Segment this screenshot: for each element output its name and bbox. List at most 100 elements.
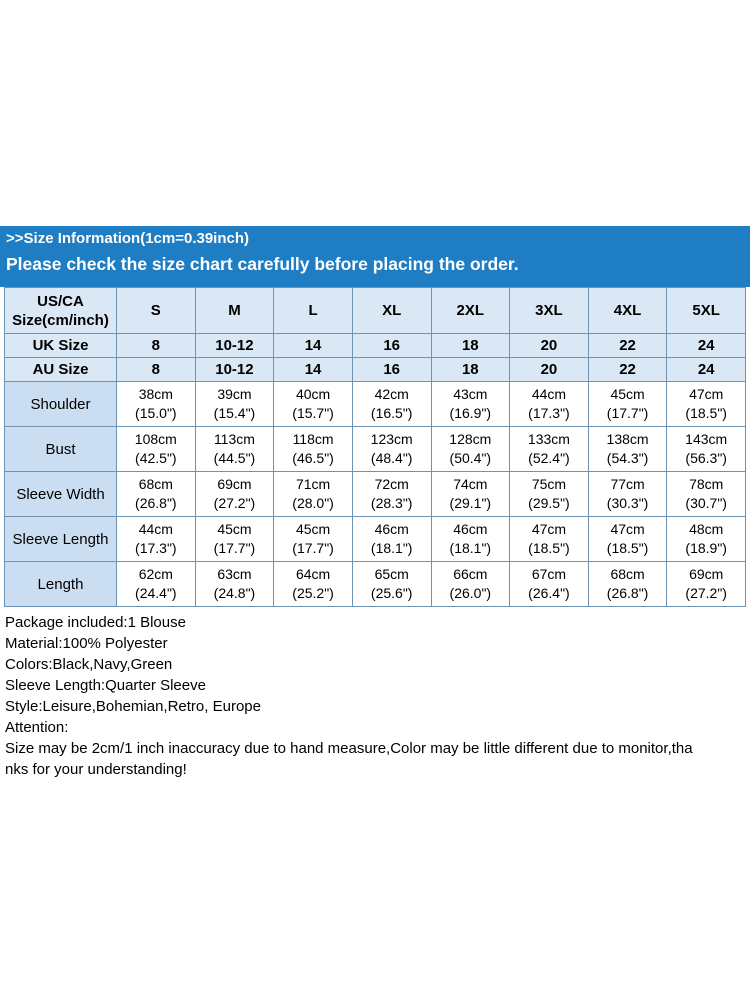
measurement-value: 40cm (15.7") (273, 381, 353, 427)
measurement-value: 46cm (18.1") (351, 516, 432, 562)
measurement-value: 42cm (16.5") (351, 381, 432, 427)
measurement-cm: 108cm (134, 431, 177, 447)
region-size-value: 24 (666, 333, 746, 358)
detail-line: Package included:1 Blouse (5, 614, 186, 631)
measurement-value: 69cm (27.2") (194, 471, 275, 517)
measurement-inch: (15.7") (292, 405, 334, 421)
measurement-inch: (18.1") (449, 540, 492, 556)
region-size-row: AU Size 8 10-12 14 16 18 20 22 24 (4, 357, 746, 382)
region-size-value: 14 (273, 333, 353, 358)
size-chart-warning-banner: Please check the size chart carefully be… (0, 250, 750, 287)
measurement-inch: (27.2") (213, 495, 256, 511)
measurement-inch: (18.9") (685, 540, 727, 556)
measurement-cm: 69cm (689, 566, 724, 582)
measurement-inch: (48.4") (370, 450, 413, 466)
region-size-value: 8 (116, 357, 196, 382)
measurement-value: 45cm (17.7") (194, 516, 275, 562)
measurement-value: 128cm (50.4") (430, 426, 511, 472)
measurement-value: 65cm (25.6") (351, 561, 432, 607)
size-column-header: M (194, 287, 275, 334)
measurement-cm: 45cm (217, 521, 252, 537)
measurement-cm: 63cm (217, 566, 252, 582)
measurement-row: Sleeve Length 44cm (17.3") 45cm (17.7") 45cm (… (4, 516, 746, 562)
measurement-inch: (25.6") (370, 585, 413, 601)
detail-line: Colors:Black,Navy,Green (5, 656, 173, 673)
measurement-inch: (29.1") (449, 495, 492, 511)
measurement-inch: (54.3") (606, 450, 649, 466)
measurement-inch: (28.0") (292, 495, 334, 511)
measurement-value: 138cm (54.3") (587, 426, 668, 472)
measurement-row: Bust 108cm (42.5") 113cm (44.5") 118cm (46.5")… (4, 426, 746, 472)
top-whitespace (0, 0, 750, 226)
size-column-header: XL (351, 287, 432, 334)
measurement-inch: (28.3") (370, 495, 413, 511)
measurement-inch: (15.0") (135, 405, 177, 421)
measurement-label: Shoulder (4, 381, 117, 427)
measurement-inch: (50.4") (449, 450, 492, 466)
measurement-value: 63cm (24.8") (194, 561, 275, 607)
measurement-inch: (52.4") (528, 450, 570, 466)
measurement-value: 67cm (26.4") (509, 561, 589, 607)
measurement-inch: (44.5") (213, 450, 256, 466)
size-column-header: S (116, 287, 196, 334)
measurement-inch: (18.5") (528, 540, 570, 556)
measurement-value: 62cm (24.4") (116, 561, 196, 607)
measurement-value: 47cm (18.5") (666, 381, 746, 427)
measurement-cm: 68cm (138, 476, 173, 492)
measurement-cm: 72cm (374, 476, 409, 492)
size-information-banner: >>Size Information(1cm=0.39inch) (0, 226, 750, 250)
measurement-cm: 118cm (292, 431, 334, 447)
measurement-label: Length (4, 561, 117, 607)
measurement-cm: 75cm (531, 476, 567, 492)
region-size-value: 18 (430, 333, 511, 358)
region-size-value: 14 (273, 357, 353, 382)
measurement-cm: 138cm (606, 431, 649, 447)
region-size-value: 24 (666, 357, 746, 382)
measurement-inch: (30.7") (685, 495, 727, 511)
measurement-value: 47cm (18.5") (509, 516, 589, 562)
measurement-value: 46cm (18.1") (430, 516, 511, 562)
measurement-inch: (15.4") (213, 405, 256, 421)
measurement-cm: 43cm (453, 386, 488, 402)
measurement-inch: (42.5") (135, 450, 177, 466)
measurement-value: 39cm (15.4") (194, 381, 275, 427)
measurement-inch: (26.8") (135, 495, 177, 511)
region-size-value: 20 (509, 357, 589, 382)
measurement-inch: (17.7") (606, 405, 649, 421)
measurement-value: 72cm (28.3") (351, 471, 432, 517)
measurement-cm: 69cm (217, 476, 252, 492)
measurement-value: 64cm (25.2") (273, 561, 353, 607)
detail-line: Style:Leisure,Bohemian,Retro, Europe (5, 698, 261, 715)
measurement-cm: 78cm (689, 476, 724, 492)
measurement-cm: 143cm (685, 431, 728, 447)
measurement-cm: 64cm (295, 566, 331, 582)
detail-line: nks for your understanding! (5, 761, 187, 778)
measurement-value: 75cm (29.5") (509, 471, 589, 517)
measurement-value: 45cm (17.7") (587, 381, 668, 427)
measurement-value: 78cm (30.7") (666, 471, 746, 517)
measurement-inch: (30.3") (606, 495, 649, 511)
size-column-header: 5XL (666, 287, 746, 334)
measurement-value: 71cm (28.0") (273, 471, 353, 517)
measurement-cm: 65cm (374, 566, 409, 582)
measurement-inch: (17.7") (213, 540, 256, 556)
measurement-cm: 38cm (138, 386, 173, 402)
measurement-inch: (18.5") (685, 405, 727, 421)
measurement-inch: (17.3") (528, 405, 570, 421)
measurement-value: 44cm (17.3") (509, 381, 589, 427)
measurement-cm: 133cm (527, 431, 570, 447)
measurement-cm: 67cm (531, 566, 567, 582)
measurement-cm: 66cm (453, 566, 488, 582)
measurement-inch: (24.4") (135, 585, 177, 601)
region-size-value: 22 (587, 357, 668, 382)
measurement-inch: (29.5") (528, 495, 570, 511)
region-size-value: 20 (509, 333, 589, 358)
size-column-header: 2XL (430, 287, 511, 334)
measurement-cm: 42cm (374, 386, 409, 402)
measurement-value: 45cm (17.7") (273, 516, 353, 562)
measurement-value: 38cm (15.0") (116, 381, 196, 427)
measurement-value: 48cm (18.9") (666, 516, 746, 562)
measurement-value: 47cm (18.5") (587, 516, 668, 562)
region-label: AU Size (4, 357, 117, 382)
measurement-cm: 47cm (531, 521, 567, 537)
